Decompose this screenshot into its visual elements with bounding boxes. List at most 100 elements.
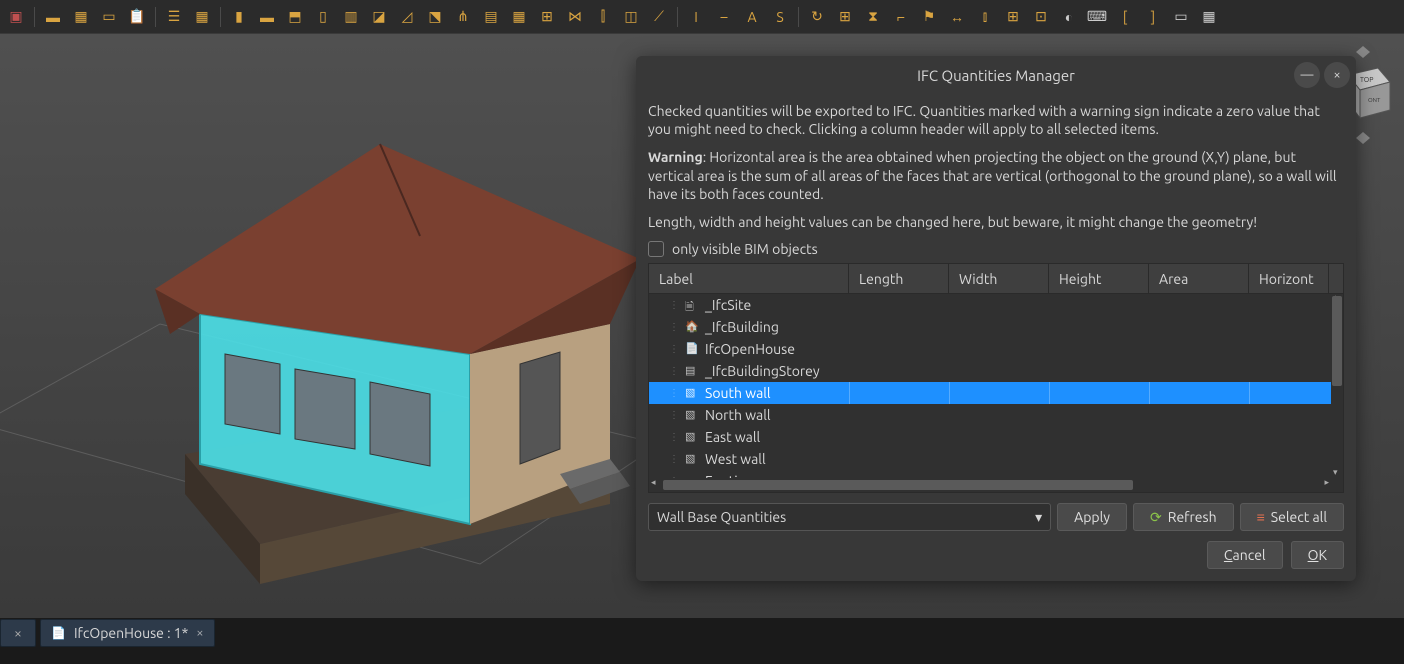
row-icon: 🏠 <box>685 320 699 334</box>
only-visible-label: only visible BIM objects <box>672 241 818 257</box>
table-row[interactable]: ⋮▧West wall <box>649 448 1343 470</box>
clipboard-icon[interactable]: 📋 <box>125 6 149 28</box>
svg-text:ONT: ONT <box>1368 97 1381 104</box>
apply-button[interactable]: Apply <box>1057 503 1127 531</box>
row-icon: ▧ <box>685 386 699 400</box>
flag-icon[interactable]: ⚑ <box>917 6 941 28</box>
app-logo[interactable]: ▣ <box>4 6 28 28</box>
main-toolbar: ▣▬▦▭📋☰▦▮▬⬒▯▥◪◿⬔⋔▤▦⊞⋈⫿◫⟋I⎯AS↻⊞⧗⌐⚑↔⫾⊞⊡◐⌨[]… <box>0 0 1404 34</box>
bracket-l-icon[interactable]: [ <box>1113 6 1137 28</box>
section-s-icon[interactable]: S <box>768 6 792 28</box>
table-row[interactable]: ⋮▧South wall <box>649 382 1343 404</box>
stack-icon[interactable]: ☰ <box>162 6 186 28</box>
tune-icon[interactable]: ⫾ <box>973 6 997 28</box>
fillet-icon[interactable]: ⌐ <box>889 6 913 28</box>
row-icon: ▧ <box>685 408 699 422</box>
highlight-icon[interactable]: ▭ <box>1169 6 1193 28</box>
table-row[interactable]: ⋮🗎_IfcSite <box>649 294 1343 316</box>
list-icon: ≡ <box>1257 509 1265 525</box>
opening-icon[interactable]: ◫ <box>619 6 643 28</box>
combo-value: Wall Base Quantities <box>657 509 786 525</box>
table-row[interactable]: ⋮📄IfcOpenHouse <box>649 338 1343 360</box>
roof-icon[interactable]: ◿ <box>395 6 419 28</box>
horizontal-scrollbar[interactable] <box>649 478 1331 492</box>
column-header-length[interactable]: Length <box>849 264 949 293</box>
column-header-label[interactable]: Label <box>649 264 849 293</box>
grid3d-icon[interactable]: ▦ <box>190 6 214 28</box>
column-icon[interactable]: ▮ <box>227 6 251 28</box>
extrude-icon[interactable]: ⬔ <box>423 6 447 28</box>
row-label: West wall <box>705 451 766 467</box>
row-label: East wall <box>705 429 760 445</box>
table-row[interactable]: ⋮▧East wall <box>649 426 1343 448</box>
row-label: _IfcBuilding <box>705 319 779 335</box>
stairs-icon[interactable]: ▤ <box>479 6 503 28</box>
frame-icon[interactable]: ⊞ <box>535 6 559 28</box>
door-icon[interactable]: ◪ <box>367 6 391 28</box>
keyboard-icon[interactable]: ⌨ <box>1085 6 1109 28</box>
fence-icon[interactable]: ⫿ <box>591 6 615 28</box>
window-icon[interactable]: ▥ <box>339 6 363 28</box>
row-icon: 🗎 <box>685 298 699 312</box>
array-icon[interactable]: ⊞ <box>833 6 857 28</box>
rotate-icon[interactable]: ↻ <box>805 6 829 28</box>
dimension-icon[interactable]: ↔ <box>945 6 969 28</box>
cube-icon[interactable]: ▦ <box>69 6 93 28</box>
pipe-icon[interactable]: ⟋ <box>647 6 671 28</box>
panel-icon[interactable]: ▦ <box>507 6 531 28</box>
refresh-button[interactable]: ⟳Refresh <box>1133 503 1234 531</box>
info-text-2: Warning: Horizontal area is the area obt… <box>648 148 1344 203</box>
info-text-3: Length, width and height values can be c… <box>648 213 1344 231</box>
table-row[interactable]: ⋮🏠_IfcBuilding <box>649 316 1343 338</box>
wall-icon[interactable]: ▬ <box>41 6 65 28</box>
table-row[interactable]: ⋮▧North wall <box>649 404 1343 426</box>
row-label: _IfcBuildingStorey <box>705 363 820 379</box>
truss-icon[interactable]: ⋈ <box>563 6 587 28</box>
dialog-titlebar[interactable]: IFC Quantities Manager — × <box>636 56 1356 94</box>
bracket-r-icon[interactable]: ] <box>1141 6 1165 28</box>
chevron-down-icon: ▾ <box>1035 509 1042 526</box>
ok-button[interactable]: OK <box>1291 541 1344 569</box>
row-label: IfcOpenHouse <box>705 341 795 357</box>
palette-icon[interactable]: ▦ <box>1197 6 1221 28</box>
rebar-icon[interactable]: ⋔ <box>451 6 475 28</box>
plane-icon[interactable]: ▭ <box>97 6 121 28</box>
column-header-width[interactable]: Width <box>949 264 1049 293</box>
vertical-scrollbar[interactable] <box>1331 294 1343 478</box>
globe-icon[interactable]: ◐ <box>1057 6 1081 28</box>
tab-stub-close[interactable]: × <box>0 619 36 647</box>
snap-icon[interactable]: ⊡ <box>1029 6 1053 28</box>
baseline-icon[interactable]: ⎯ <box>712 6 736 28</box>
table-row[interactable]: ⋮▤_IfcBuildingStorey <box>649 360 1343 382</box>
only-visible-checkbox[interactable] <box>648 241 664 257</box>
info-text-1: Checked quantities will be exported to I… <box>648 102 1344 138</box>
slab-icon[interactable]: ▬ <box>255 6 279 28</box>
row-icon: ▧ <box>685 430 699 444</box>
house-model <box>0 34 680 584</box>
svg-text:TOP: TOP <box>1360 76 1373 84</box>
cancel-button[interactable]: Cancel <box>1207 541 1283 569</box>
font-a-icon[interactable]: A <box>740 6 764 28</box>
minimize-button[interactable]: — <box>1294 62 1320 88</box>
quantities-table: LabelLengthWidthHeightAreaHorizont ⋮🗎_If… <box>648 263 1344 493</box>
grid-icon[interactable]: ⊞ <box>1001 6 1025 28</box>
document-tab[interactable]: 📄 IfcOpenHouse : 1* × <box>40 619 215 647</box>
quantity-set-combo[interactable]: Wall Base Quantities ▾ <box>648 503 1051 531</box>
refresh-icon: ⟳ <box>1150 509 1162 526</box>
document-tabbar: × 📄 IfcOpenHouse : 1* × <box>0 618 215 648</box>
select-all-button[interactable]: ≡Select all <box>1240 503 1344 531</box>
close-button[interactable]: × <box>1324 62 1350 88</box>
beam-icon[interactable]: ⬒ <box>283 6 307 28</box>
profile-icon[interactable]: ▯ <box>311 6 335 28</box>
ifc-quantities-dialog: IFC Quantities Manager — × Checked quant… <box>636 56 1356 581</box>
tab-close-icon[interactable]: × <box>196 626 203 640</box>
column-header-height[interactable]: Height <box>1049 264 1149 293</box>
column-header-horiz[interactable]: Horizont <box>1249 264 1329 293</box>
row-icon: 📄 <box>685 342 699 356</box>
row-label: _IfcSite <box>705 297 751 313</box>
mirror-icon[interactable]: ⧗ <box>861 6 885 28</box>
column-header-area[interactable]: Area <box>1149 264 1249 293</box>
text-height-icon[interactable]: I <box>684 6 708 28</box>
tab-label: IfcOpenHouse : 1* <box>74 625 188 641</box>
row-label: South wall <box>705 385 771 401</box>
